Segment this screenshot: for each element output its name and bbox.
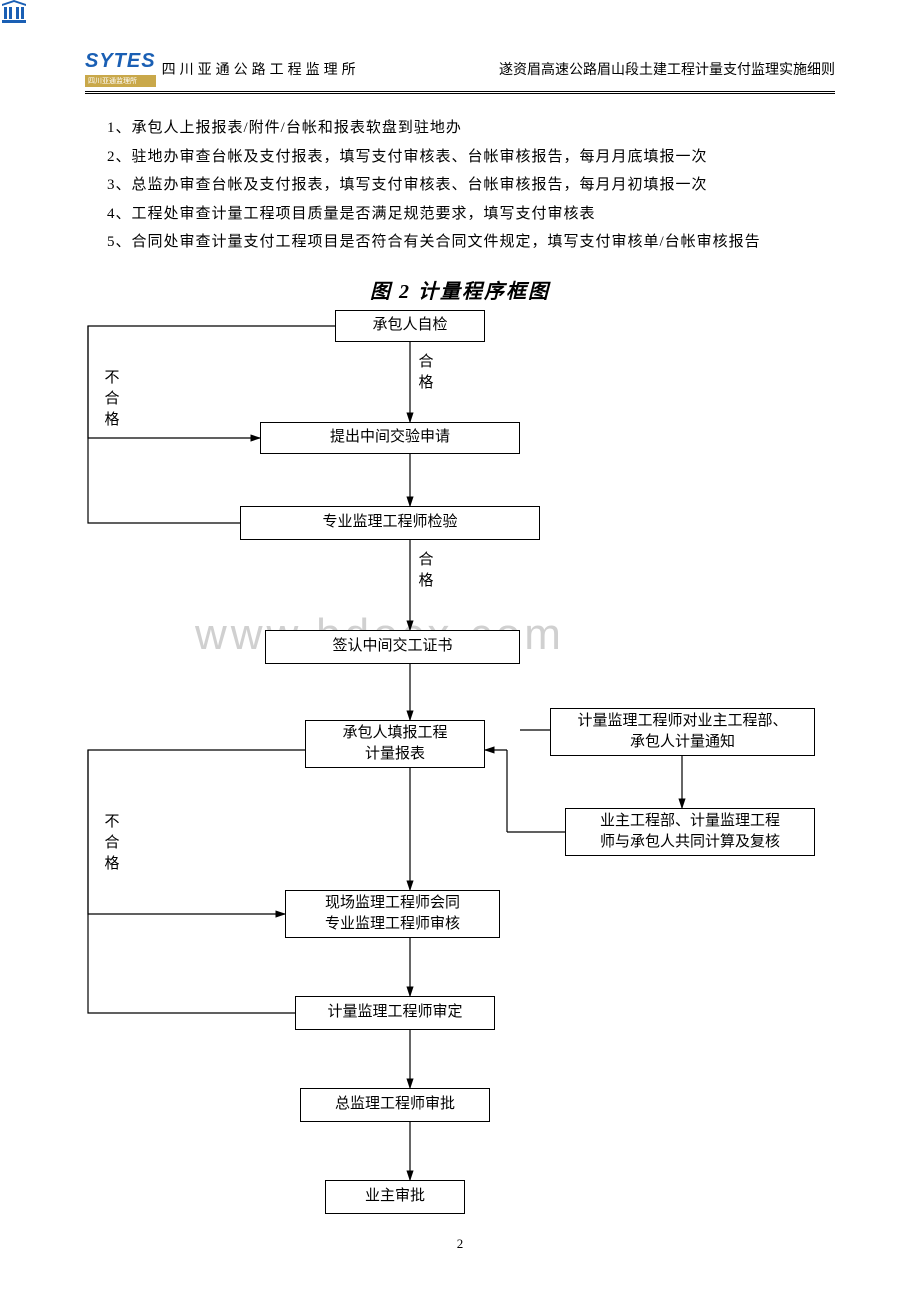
header-left: 四川亚通公路工程监理所 bbox=[162, 59, 360, 79]
logo-text: SYTES bbox=[85, 50, 156, 73]
list-item: 1、承包人上报报表/附件/台帐和报表软盘到驻地办 bbox=[107, 114, 835, 143]
page-header: SYTES 四川亚通监理所 四川亚通公路工程监理所 遂资眉高速公路眉山段土建工程… bbox=[85, 50, 835, 94]
list-item: 2、驻地办审查台帐及支付报表，填写支付审核表、台帐审核报告，每月月底填报一次 bbox=[107, 143, 835, 172]
edge-label-fail: 不合格 bbox=[103, 812, 121, 875]
flow-node-apply: 提出中间交验申请 bbox=[260, 422, 520, 454]
edge-label-pass: 合格 bbox=[417, 550, 435, 592]
flow-node-sign-cert: 签认中间交工证书 bbox=[265, 630, 520, 664]
list-item: 5、合同处审查计量支付工程项目是否符合有关合同文件规定，填写支付审核单/台帐审核… bbox=[107, 228, 835, 257]
page-number: 2 bbox=[85, 1236, 835, 1252]
flow-node-site-review: 现场监理工程师会同专业监理工程师审核 bbox=[285, 890, 500, 938]
header-right: 遂资眉高速公路眉山段土建工程计量支付监理实施细则 bbox=[499, 59, 835, 79]
flow-node-notify: 计量监理工程师对业主工程部、承包人计量通知 bbox=[550, 708, 815, 756]
logo-icon bbox=[0, 0, 28, 24]
flow-node-self-check: 承包人自检 bbox=[335, 310, 485, 342]
flow-node-joint-calc: 业主工程部、计量监理工程师与承包人共同计算及复核 bbox=[565, 808, 815, 856]
flow-node-owner-approve: 业主审批 bbox=[325, 1180, 465, 1214]
edge-label-fail: 不合格 bbox=[103, 368, 121, 431]
list-item: 3、总监办审查台帐及支付报表，填写支付审核表、台帐审核报告，每月月初填报一次 bbox=[107, 171, 835, 200]
flow-node-engineer-inspect: 专业监理工程师检验 bbox=[240, 506, 540, 540]
edge-label-pass: 合格 bbox=[417, 352, 435, 394]
figure-title: 图 2 计量程序框图 bbox=[85, 275, 835, 304]
flow-node-chief-approve: 总监理工程师审批 bbox=[300, 1088, 490, 1122]
flowchart: www.bdocx.com 承包人自检 提出中间交验申请 专业监理工程师检验 签… bbox=[85, 310, 835, 1230]
numbered-list: 1、承包人上报报表/附件/台帐和报表软盘到驻地办 2、驻地办审查台帐及支付报表，… bbox=[85, 114, 835, 257]
flow-node-fill-report: 承包人填报工程计量报表 bbox=[305, 720, 485, 768]
logo: SYTES 四川亚通监理所 bbox=[85, 50, 156, 87]
list-item: 4、工程处审查计量工程项目质量是否满足规范要求，填写支付审核表 bbox=[107, 200, 835, 229]
logo-subtext: 四川亚通监理所 bbox=[85, 75, 156, 87]
flow-node-measure-approve: 计量监理工程师审定 bbox=[295, 996, 495, 1030]
